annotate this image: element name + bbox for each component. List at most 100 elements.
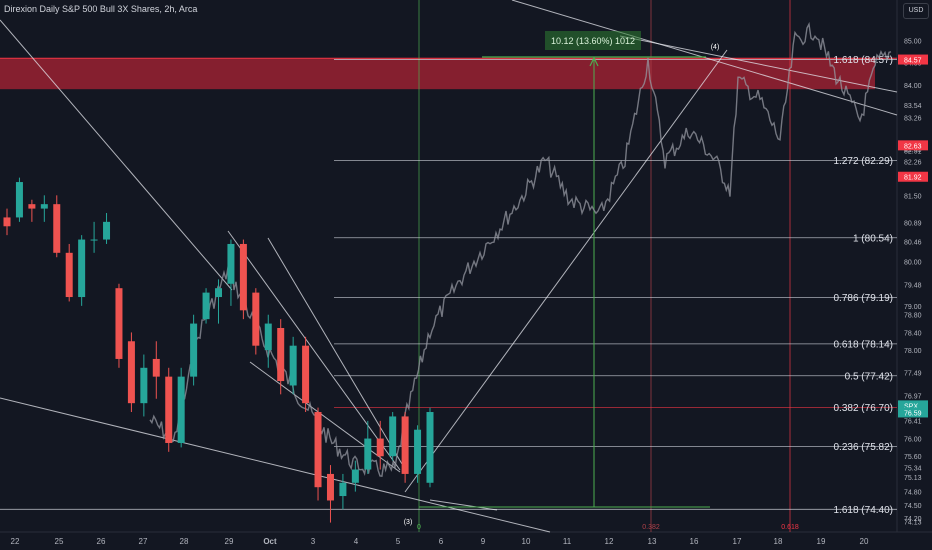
trend-line [429,499,498,511]
y-tick-label: 84.00 [904,83,922,90]
y-tick-label: 75.34 [904,466,922,473]
candle-body [227,243,235,284]
candle-body [152,358,160,377]
y-tick-label: 80.89 [904,220,922,227]
y-tick-label: 74.20 [904,516,922,523]
price-label: 76.59 [904,410,922,417]
trend-line [0,19,233,291]
y-tick-label: 77.49 [904,371,922,378]
fib-level-label: 1 (80.54) [853,233,893,244]
y-tick-label: 74.13 [904,519,922,526]
trend-line [227,230,401,471]
currency-button[interactable]: USD [903,3,929,19]
x-tick-label: 18 [774,537,783,546]
time-fib-label: 0 [417,524,421,531]
candle-body [339,482,347,497]
y-tick-label: 79.48 [904,283,922,290]
candle-body [215,288,222,298]
candle-body [401,416,409,474]
price-axis-area [897,0,932,550]
price-label: 82.63 [904,143,922,150]
time-fib-label: 0.618 [781,524,799,531]
candle-body [115,288,123,359]
candle-body [326,473,334,501]
fib-level-label: 0.236 (75.82) [834,442,894,453]
y-tick-label: 76.00 [904,437,922,444]
y-tick-label: 79.00 [904,304,922,311]
y-tick-label: 83.54 [904,103,922,110]
price-label: 84.57 [904,58,922,65]
candle-body [314,412,322,488]
candle-body [389,416,397,457]
price-label-badge [898,171,928,182]
trend-line [267,237,403,465]
candle-body [351,469,359,483]
candle-body [165,376,173,443]
fib-level-label: 0.618 (78.14) [834,339,894,350]
candle-body [140,367,148,404]
candle-body [426,412,434,483]
time-fib-label: 0.382 [642,524,660,531]
x-tick-label: 26 [97,537,106,546]
candle-body [103,221,111,240]
x-tick-label: 20 [860,537,869,546]
y-tick-label: 74.50 [904,503,922,510]
price-label-badge [898,54,928,65]
y-tick-label: 76.97 [904,394,922,401]
candle-body [414,429,422,474]
chart-title: Direxion Daily S&P 500 Bull 3X Shares, 2… [4,4,198,14]
y-tick-label: 83.26 [904,115,922,122]
candle-body [53,204,61,253]
y-tick-label: 76.41 [904,418,922,425]
y-tick-label: 78.40 [904,330,922,337]
x-tick-label: 27 [139,537,148,546]
resistance-zone [0,58,875,90]
fib-level-label: 0.5 (77.42) [845,371,893,382]
y-tick-label: 82.51 [904,149,922,156]
trend-line [404,49,728,493]
price-label: 81.92 [904,175,922,182]
candle-body [90,239,98,241]
x-tick-label: 29 [225,537,234,546]
x-tick-label: 9 [481,537,486,546]
wave-label: (3) [404,519,413,526]
x-tick-label: 28 [180,537,189,546]
trend-line [619,35,898,93]
x-tick-label: 13 [648,537,657,546]
y-tick-label: 82.26 [904,160,922,167]
candle-body [302,345,310,404]
spx-overlay-line [149,21,892,477]
x-tick-label: 17 [733,537,742,546]
y-tick-label: 74.80 [904,490,922,497]
x-tick-label: 3 [311,537,316,546]
x-tick-label: 10 [522,537,531,546]
price-label-badge [898,407,928,418]
y-tick-label: 81.50 [904,193,922,200]
fib-level-label: 0.786 (79.19) [834,293,894,304]
candle-body [239,243,247,311]
candle-body [364,438,372,470]
x-tick-label: 16 [690,537,699,546]
y-tick-label: 78.80 [904,313,922,320]
candle-body [40,204,48,209]
candle-body [190,323,198,377]
candle-body [376,438,384,457]
x-tick-label: 19 [817,537,826,546]
candle-body [277,327,285,382]
x-tick-label: 25 [55,537,64,546]
measure-label: 10.12 (13.60%) 1012 [551,36,635,46]
price-label-badge [898,400,928,411]
candle-body [15,182,23,218]
fib-level-label: 0.382 (76.70) [834,403,894,414]
price-label: SPX [904,403,918,410]
price-label-badge [898,140,928,151]
wave-label: (4) [711,44,720,51]
x-tick-label: 11 [563,537,572,546]
measure-arrow-head [589,56,599,67]
candle-body [264,323,272,351]
y-tick-label: 80.00 [904,260,922,267]
x-tick-label: 22 [11,537,20,546]
candle-body [65,252,73,298]
